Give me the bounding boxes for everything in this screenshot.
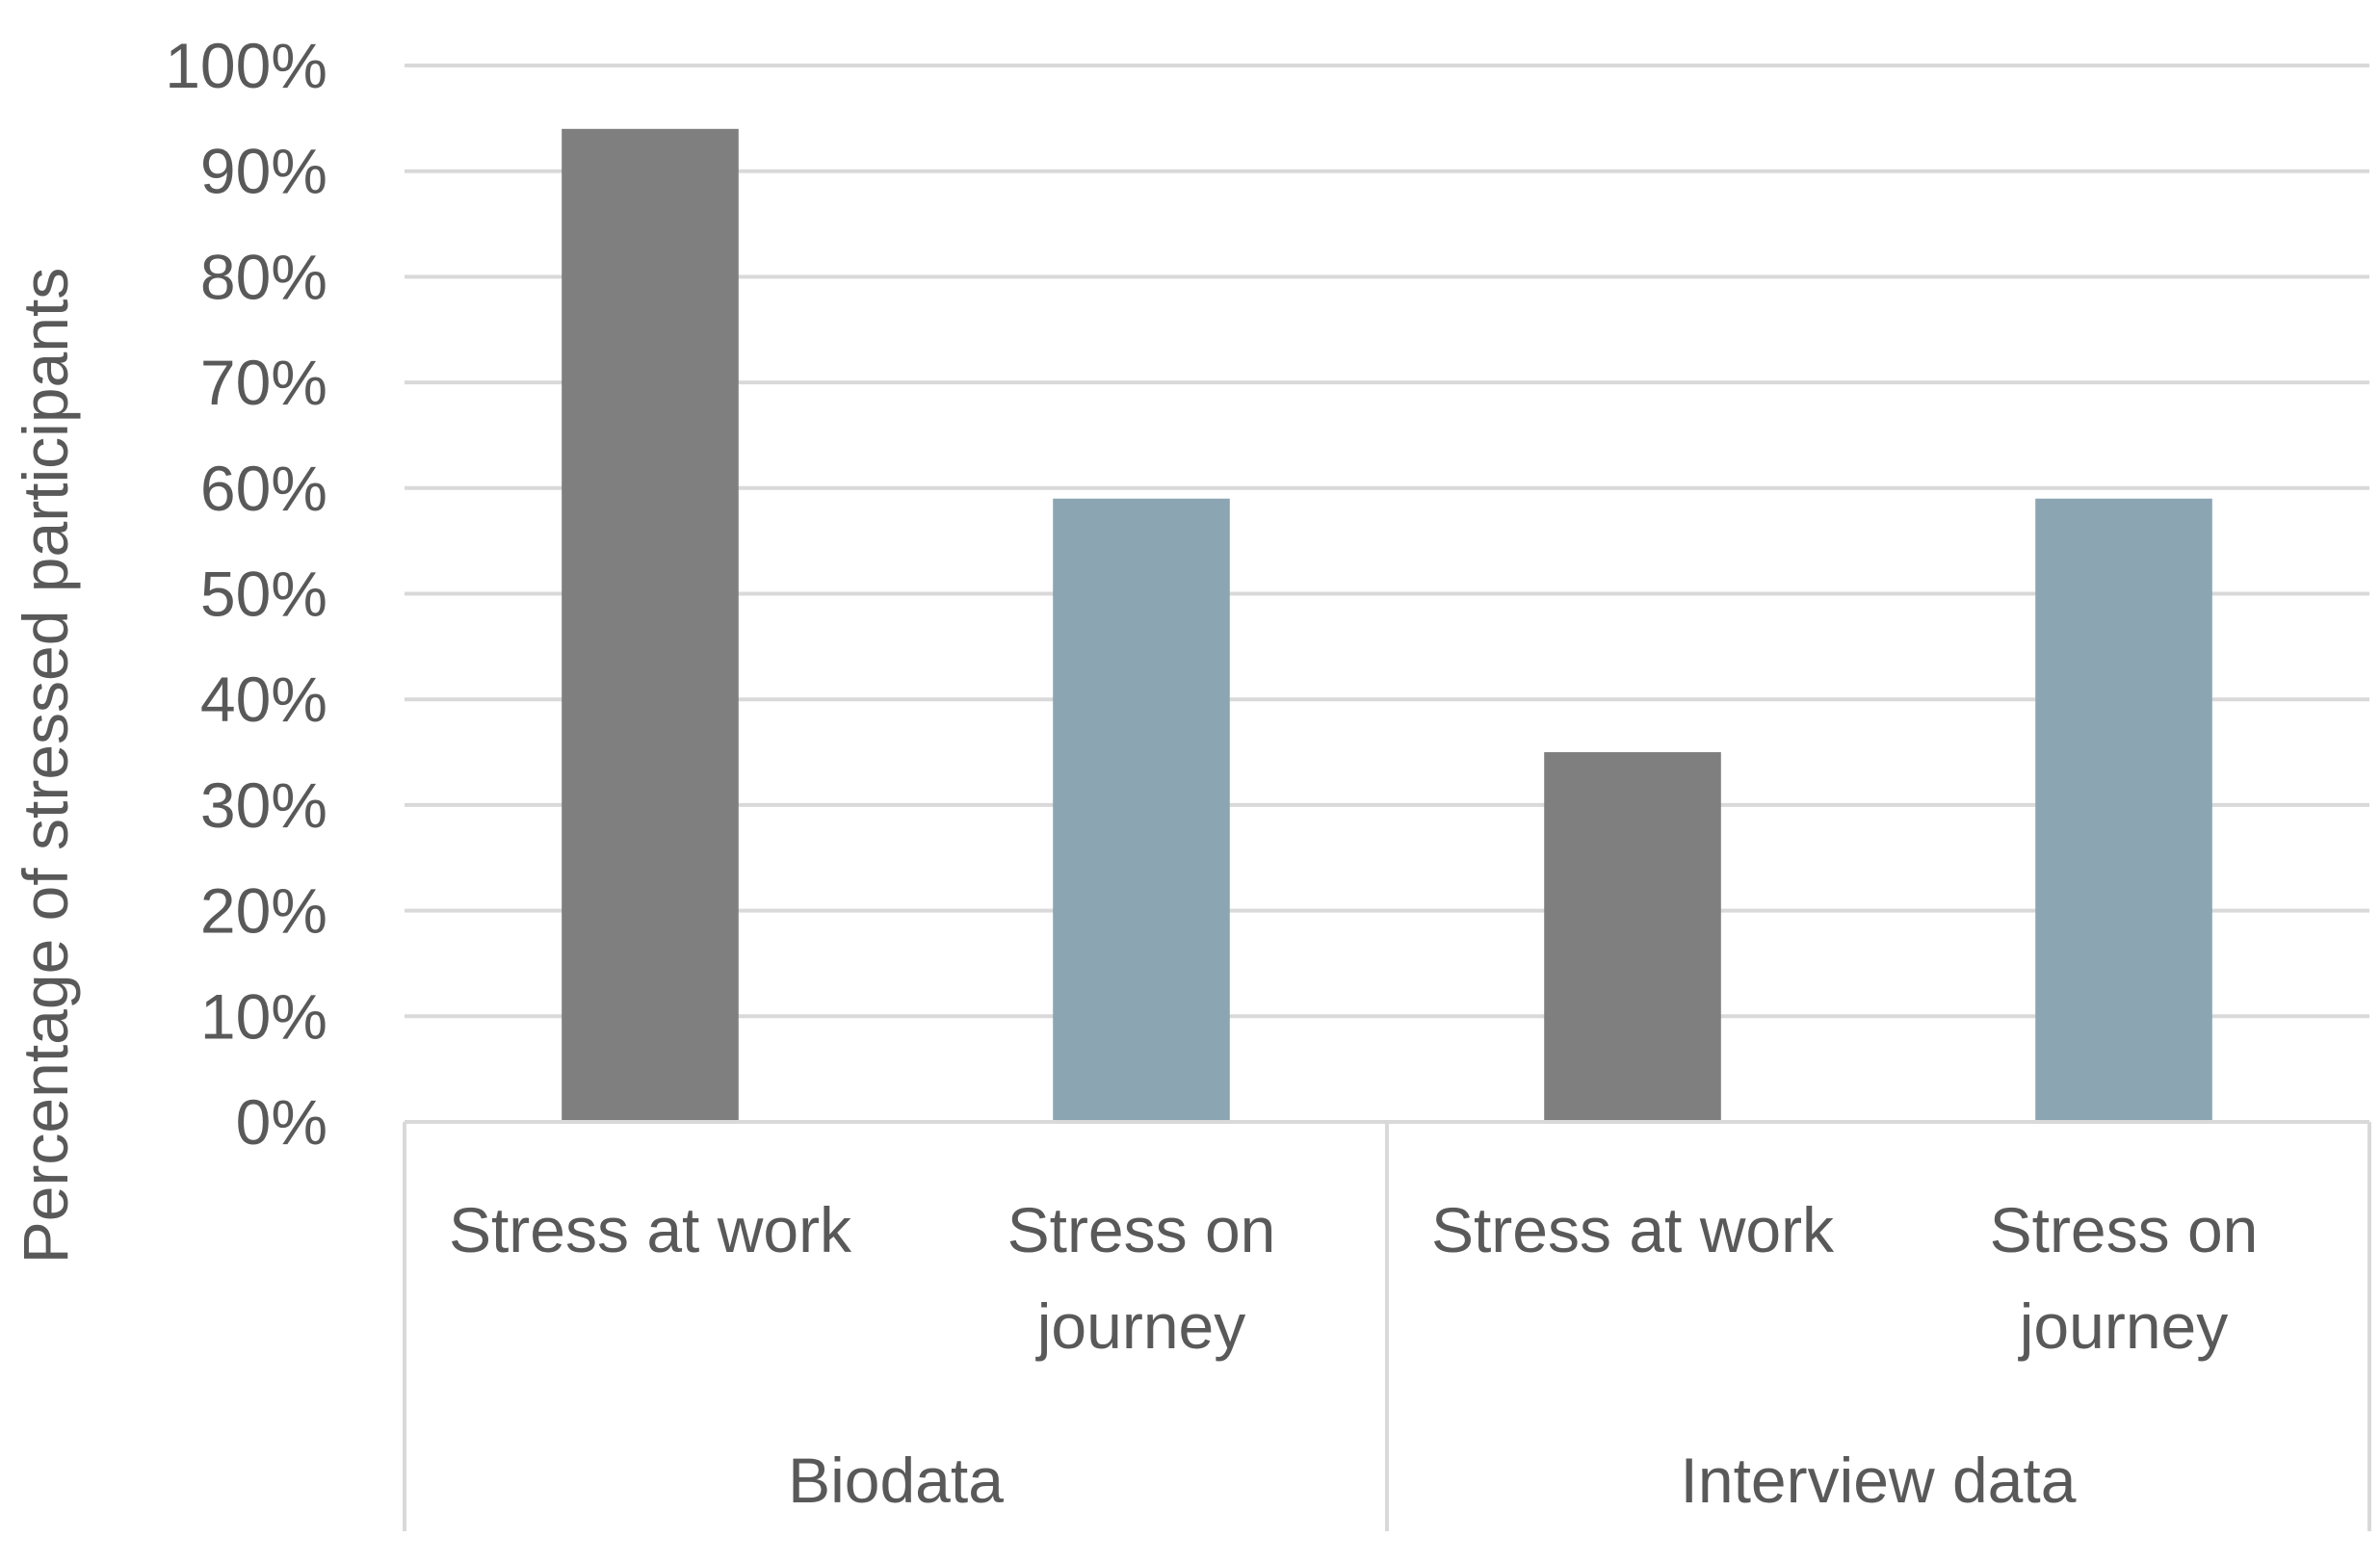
bar [1544, 752, 1721, 1122]
y-tick-label: 40% [200, 664, 327, 735]
y-axis-title: Percentage of stressed participants [10, 268, 81, 1264]
group-label: Interview data [1681, 1445, 2077, 1516]
y-tick-label: 90% [200, 136, 327, 207]
y-tick-label: 30% [200, 769, 327, 841]
category-label: Stress on [1990, 1194, 2259, 1265]
category-label: journey [1035, 1290, 1245, 1362]
y-tick-label: 20% [200, 875, 327, 947]
category-label: Stress on [1007, 1194, 1276, 1265]
y-tick-label: 80% [200, 241, 327, 312]
y-tick-label: 0% [236, 1086, 327, 1158]
y-tick-label: 70% [200, 347, 327, 418]
y-tick-label: 50% [200, 559, 327, 630]
y-tick-label: 100% [165, 30, 327, 101]
bar [1053, 498, 1230, 1122]
y-tick-label: 60% [200, 453, 327, 524]
category-label: Stress at work [449, 1194, 852, 1265]
category-label: journey [2018, 1290, 2228, 1362]
axes [403, 1120, 2371, 1531]
bars [562, 128, 2212, 1122]
bar [562, 128, 739, 1122]
group-label: Biodata [788, 1445, 1004, 1516]
category-label: Stress at work [1431, 1194, 1835, 1265]
bar [2035, 498, 2212, 1122]
labels: 0% 10% 20% 30% 40% 50% 60% 70% 80% 90% 100% Stress … [165, 30, 2258, 1516]
y-tick-label: 10% [200, 980, 327, 1052]
